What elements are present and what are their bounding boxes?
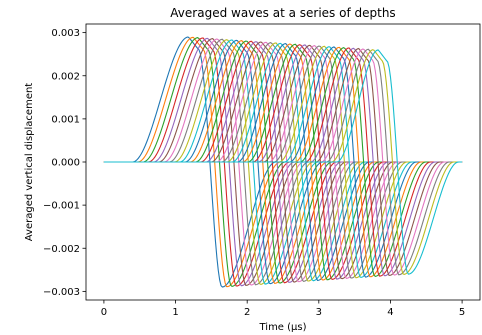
x-tick-label: 1 — [172, 307, 178, 318]
y-tick-label: −0.002 — [43, 244, 80, 255]
x-tick-label: 4 — [387, 307, 393, 318]
x-tick-label: 2 — [244, 307, 250, 318]
x-axis-label: Time (μs) — [258, 322, 306, 333]
x-axis: 0 1 2 3 4 5 — [101, 300, 465, 318]
y-axis: −0.003 −0.002 −0.001 0.000 0.001 0.002 0.003 — [43, 28, 86, 298]
series-lines — [103, 36, 463, 288]
x-tick-label: 5 — [459, 307, 465, 318]
y-tick-label: −0.001 — [43, 201, 80, 212]
y-tick-label: 0.001 — [51, 114, 80, 125]
y-tick-label: 0.000 — [51, 158, 80, 169]
x-tick-label: 3 — [316, 307, 322, 318]
y-tick-label: 0.003 — [51, 28, 80, 39]
series-line — [103, 49, 463, 275]
chart-title: Averaged waves at a series of depths — [170, 6, 395, 20]
y-axis-label: Averaged vertical displacement — [24, 83, 35, 242]
x-tick-label: 0 — [101, 307, 107, 318]
y-tick-label: 0.002 — [51, 71, 80, 82]
y-tick-label: −0.003 — [43, 287, 80, 298]
